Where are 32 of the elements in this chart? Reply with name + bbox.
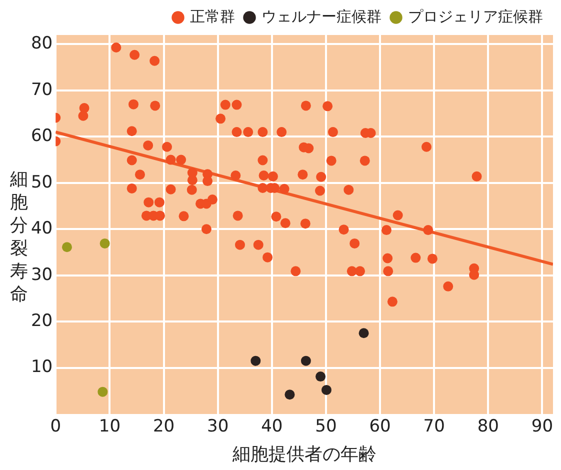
- x-tick-label: 50: [315, 416, 337, 437]
- point: [358, 328, 369, 338]
- y-tick-label: 30: [30, 264, 53, 285]
- y-tick-label: 40: [30, 218, 53, 239]
- x-tick-label: 10: [98, 416, 121, 437]
- y-tick-label: 60: [30, 126, 53, 146]
- x-tick-label: 0: [50, 416, 62, 437]
- point: [98, 386, 108, 397]
- x-tick-label: 60: [369, 416, 391, 437]
- legend-label: プロジェリア症候群: [408, 7, 543, 26]
- x-axis-title: 細胞提供者の年齢: [231, 444, 376, 465]
- legend-label: ウェルナー症候群: [262, 7, 382, 26]
- point: [62, 242, 72, 252]
- y-tick-label: 70: [30, 80, 53, 100]
- point: [316, 372, 326, 382]
- y-axis-title: 細胞分裂寿命: [9, 168, 29, 306]
- point: [250, 356, 261, 366]
- x-tick-label: 80: [477, 416, 499, 437]
- point: [284, 390, 295, 400]
- point: [100, 238, 110, 248]
- x-tick-label: 40: [261, 416, 283, 437]
- x-tick-label: 70: [423, 416, 445, 437]
- x-tick-label: 20: [152, 416, 175, 437]
- y-tick-label: 50: [30, 172, 53, 192]
- y-tick-label: 10: [30, 357, 53, 378]
- x-tick-label: 90: [531, 416, 554, 437]
- y-tick-label: 20: [30, 310, 53, 331]
- x-tick-label: 30: [206, 416, 229, 437]
- y-tick-label: 80: [30, 34, 53, 54]
- legend-label: 正常群: [190, 7, 235, 26]
- point: [321, 384, 332, 395]
- point: [300, 356, 311, 366]
